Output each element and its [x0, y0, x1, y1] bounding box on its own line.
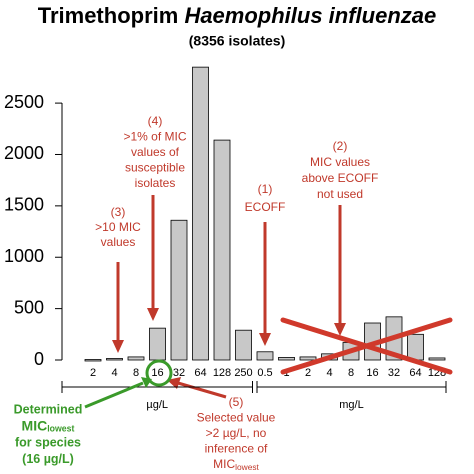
annotation-text: >10 MIC — [95, 220, 141, 234]
y-tick-label: 1000 — [4, 246, 44, 266]
bar — [235, 329, 252, 361]
bar — [84, 359, 102, 362]
y-tick-label: 0 — [34, 349, 44, 369]
cross-line — [280, 317, 453, 375]
annotation-text: (5) — [229, 395, 244, 409]
title-italic: Haemophilus influenzae — [184, 3, 436, 28]
annotation-main: MIC — [213, 457, 235, 471]
arrow-head — [112, 340, 124, 353]
bar — [192, 66, 209, 361]
bar — [106, 358, 123, 361]
bar — [428, 357, 446, 361]
annotation-sub: lowest — [47, 424, 74, 434]
annotation-text: MIClowest — [213, 457, 259, 472]
bar — [256, 351, 274, 361]
x-tick-label: 32 — [388, 367, 400, 379]
highlight-circle — [145, 359, 173, 387]
bar — [213, 139, 231, 361]
x-tick-label: 8 — [133, 367, 139, 379]
bar — [127, 356, 145, 361]
annotation-text: for species — [15, 435, 81, 449]
x-tick-label: 64 — [194, 367, 206, 379]
annotation-text: values of — [131, 145, 180, 159]
x-tick-label: 8 — [348, 367, 354, 379]
green-arrow-head — [141, 377, 152, 388]
bar — [149, 327, 166, 361]
group-bracket — [61, 381, 253, 393]
annotation-text: inference of — [205, 442, 268, 456]
arrow — [177, 381, 227, 399]
arrow-head — [259, 333, 271, 346]
x-tick-label: 4 — [111, 367, 117, 379]
chart-subtitle: (8356 isolates) — [189, 33, 286, 49]
annotation-text: >2 µg/L, no — [206, 426, 267, 440]
x-tick-label: 128 — [213, 367, 231, 379]
annotation-sub: lowest — [235, 462, 259, 472]
bar — [170, 219, 188, 361]
x-tick-label: 0.5 — [257, 367, 272, 379]
y-tick-label: 2500 — [4, 92, 44, 112]
y-tick-label: 500 — [14, 297, 44, 317]
annotation-text: values — [101, 235, 136, 249]
x-tick-label: 4 — [326, 367, 332, 379]
title-main: Trimethoprim — [38, 3, 179, 28]
arrow-head — [147, 308, 159, 321]
annotation-text: >1% of MIC — [123, 130, 186, 144]
annotation-text: susceptible — [125, 161, 185, 175]
annotation-text: (3) — [111, 205, 126, 219]
arrows — [112, 195, 346, 399]
x-tick-label: 2 — [305, 367, 311, 379]
annotation-main: MIC — [22, 417, 48, 433]
y-tick-label: 1500 — [4, 195, 44, 215]
annotation-text: (4) — [148, 114, 163, 128]
cross-out — [280, 317, 453, 375]
annotation-text: ECOFF — [245, 200, 286, 214]
x-tick-label: 16 — [151, 367, 163, 379]
annotation-text: (2) — [333, 139, 348, 153]
annotation-text: Selected value — [197, 411, 276, 425]
bar — [278, 357, 295, 361]
x-tick-label: 2 — [90, 367, 96, 379]
annotation-text: MIC values — [310, 155, 370, 169]
bar — [407, 333, 424, 361]
annotation-text: not used — [317, 187, 363, 201]
bar — [299, 356, 317, 361]
y-tick-label: 2000 — [4, 143, 44, 163]
annotation-text: MIClowest — [22, 417, 75, 434]
annotation-text: (16 µg/L) — [22, 452, 74, 466]
chart-title: Trimethoprim Haemophilus influenzae — [38, 3, 437, 28]
x-tick-label: 16 — [366, 367, 378, 379]
annotation-text: (1) — [258, 182, 273, 196]
annotation-text: above ECOFF — [302, 171, 379, 185]
group-label: µg/L — [146, 399, 168, 411]
green-arrow — [84, 381, 144, 409]
group-label: mg/L — [339, 399, 363, 411]
x-tick-label: 32 — [173, 367, 185, 379]
group-bracket — [256, 381, 447, 393]
annotation-text: Determined — [14, 402, 83, 416]
annotation-text: isolates — [135, 176, 176, 190]
x-tick-label: 64 — [409, 367, 421, 379]
x-tick-label: 250 — [234, 367, 252, 379]
arrow-head — [334, 323, 346, 336]
